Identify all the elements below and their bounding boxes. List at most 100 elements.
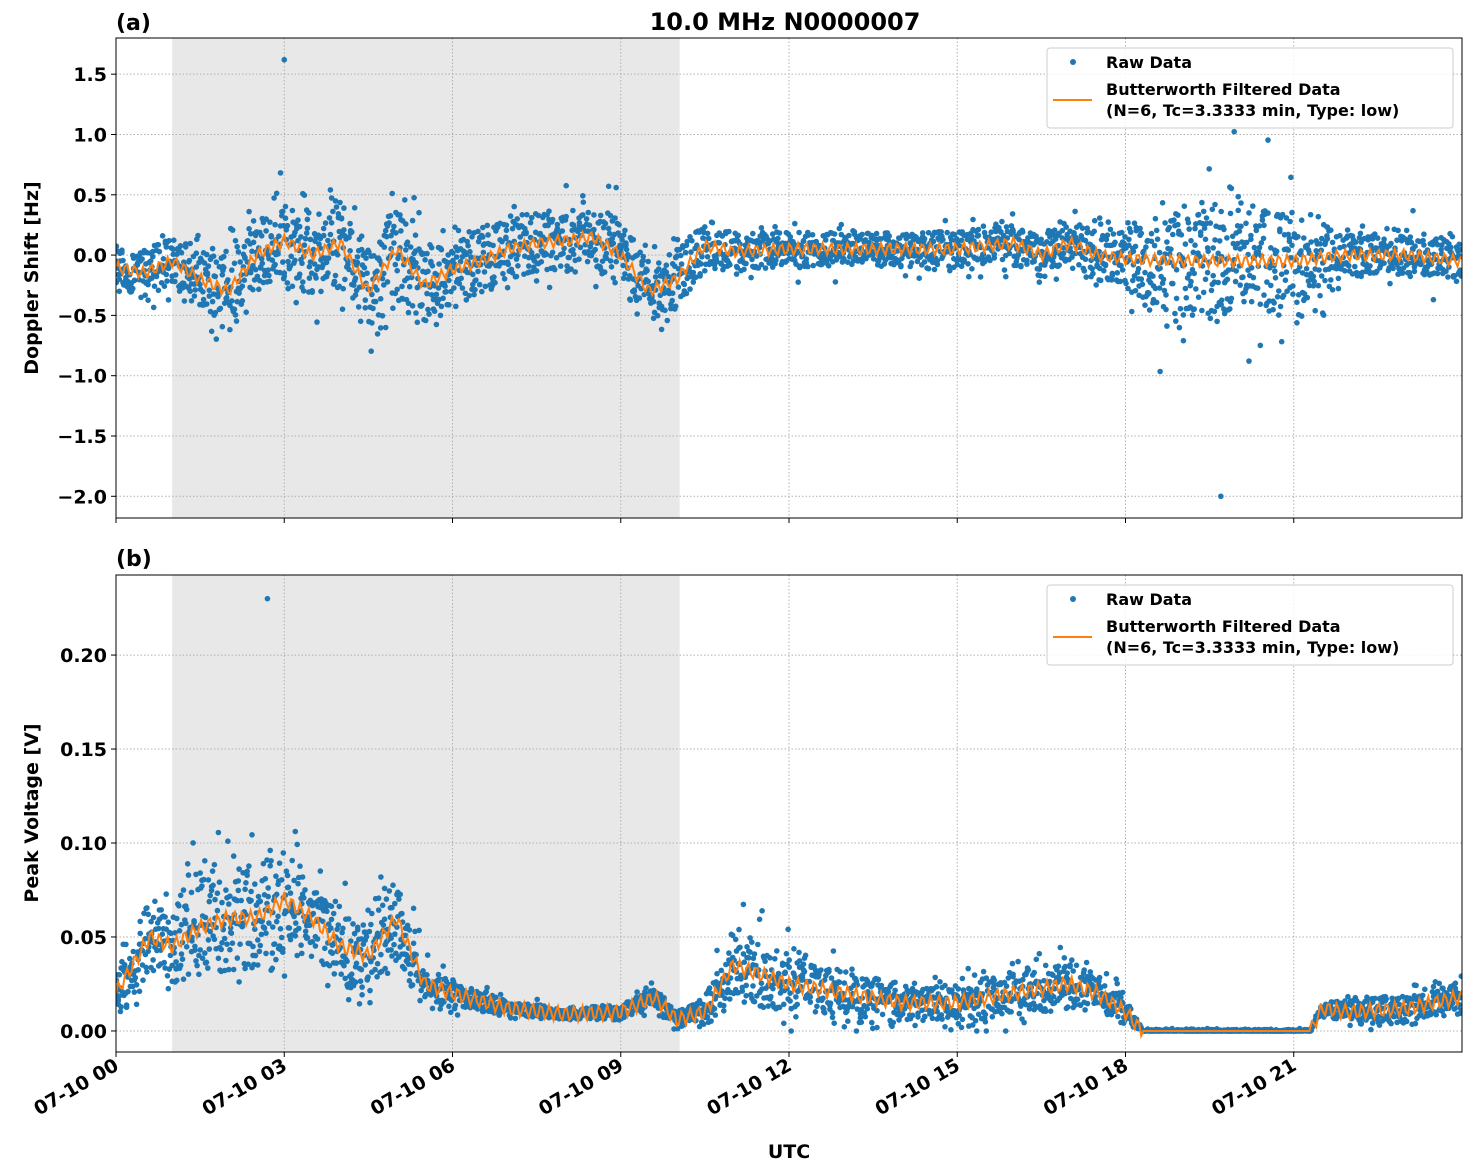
raw-data-point [246, 209, 252, 215]
raw-data-point [1279, 339, 1285, 345]
raw-data-point [1400, 270, 1406, 276]
raw-data-point [272, 222, 278, 228]
raw-data-point [587, 222, 593, 228]
raw-data-point [186, 872, 192, 878]
raw-data-point [255, 937, 261, 943]
raw-data-point [236, 979, 242, 985]
raw-data-point [1243, 221, 1249, 227]
raw-data-point [290, 208, 296, 214]
raw-data-point [207, 946, 213, 952]
raw-data-point [682, 282, 688, 288]
raw-data-point [1208, 316, 1214, 322]
raw-data-point [1126, 237, 1132, 243]
raw-data-point [358, 319, 364, 325]
raw-data-point [1249, 299, 1255, 305]
raw-data-point [145, 912, 151, 918]
raw-data-point [1193, 286, 1199, 292]
raw-data-point [480, 234, 486, 240]
raw-data-point [275, 914, 281, 920]
raw-data-point [314, 890, 320, 896]
raw-data-point [743, 261, 749, 267]
raw-data-point [702, 224, 708, 230]
raw-data-point [683, 250, 689, 256]
raw-data-point [1198, 233, 1204, 239]
raw-data-point [1454, 279, 1460, 285]
raw-data-point [229, 267, 235, 273]
raw-data-point [662, 308, 668, 314]
raw-data-point [795, 279, 801, 285]
raw-data-point [417, 998, 423, 1004]
raw-data-point [384, 896, 390, 902]
raw-data-point [665, 318, 671, 324]
raw-data-point [813, 1009, 819, 1015]
raw-data-point [337, 200, 343, 206]
raw-data-point [278, 170, 284, 176]
raw-data-point [1115, 270, 1121, 276]
raw-data-point [296, 926, 302, 932]
raw-data-point [801, 961, 807, 967]
raw-data-point [250, 944, 256, 950]
raw-data-point [274, 191, 280, 197]
raw-data-point [555, 226, 561, 232]
raw-data-point [243, 309, 249, 315]
raw-data-point [300, 279, 306, 285]
raw-data-point [1179, 232, 1185, 238]
raw-data-point [684, 291, 690, 297]
raw-data-point [969, 266, 975, 272]
raw-data-point [440, 963, 446, 969]
raw-data-point [196, 972, 202, 978]
raw-data-point [133, 975, 139, 981]
raw-data-point [749, 939, 755, 945]
raw-data-point [1328, 277, 1334, 283]
raw-data-point [413, 232, 419, 238]
raw-data-point [419, 302, 425, 308]
raw-data-point [380, 903, 386, 909]
raw-data-point [505, 285, 511, 291]
raw-data-point [808, 994, 814, 1000]
raw-data-point [158, 907, 164, 913]
raw-data-point [524, 212, 530, 218]
raw-data-point [1330, 287, 1336, 293]
raw-data-point [616, 222, 622, 228]
raw-data-point [920, 230, 926, 236]
raw-data-point [180, 956, 186, 962]
raw-data-point [712, 266, 718, 272]
raw-data-point [761, 1005, 767, 1011]
raw-data-point [1273, 275, 1279, 281]
y-tick-label: −2.0 [57, 486, 107, 508]
raw-data-point [571, 252, 577, 258]
raw-data-point [1170, 232, 1176, 238]
raw-data-point [439, 304, 445, 310]
raw-data-point [1360, 223, 1366, 229]
raw-data-point [1261, 223, 1267, 229]
raw-data-point [359, 992, 365, 998]
raw-data-point [331, 911, 337, 917]
raw-data-point [584, 216, 590, 222]
raw-data-point [327, 215, 333, 221]
raw-data-point [1276, 288, 1282, 294]
raw-data-point [256, 894, 262, 900]
raw-data-point [826, 969, 832, 975]
raw-data-point [285, 873, 291, 879]
raw-data-point [1139, 231, 1145, 237]
raw-data-point [640, 258, 646, 264]
raw-data-point [166, 297, 172, 303]
raw-data-point [874, 1025, 880, 1031]
raw-data-point [350, 921, 356, 927]
raw-data-point [1105, 232, 1111, 238]
raw-data-point [1162, 220, 1168, 226]
raw-data-point [1352, 264, 1358, 270]
raw-data-point [1108, 227, 1114, 233]
raw-data-point [691, 270, 697, 276]
raw-data-point [468, 254, 474, 260]
raw-data-point [226, 901, 232, 907]
raw-data-point [333, 899, 339, 905]
raw-data-point [1261, 292, 1267, 298]
raw-data-point [837, 980, 843, 986]
raw-data-point [515, 263, 521, 269]
raw-data-point [171, 237, 177, 243]
raw-data-point [374, 268, 380, 274]
raw-data-point [763, 265, 769, 271]
raw-data-point [263, 930, 269, 936]
raw-data-point [430, 263, 436, 269]
